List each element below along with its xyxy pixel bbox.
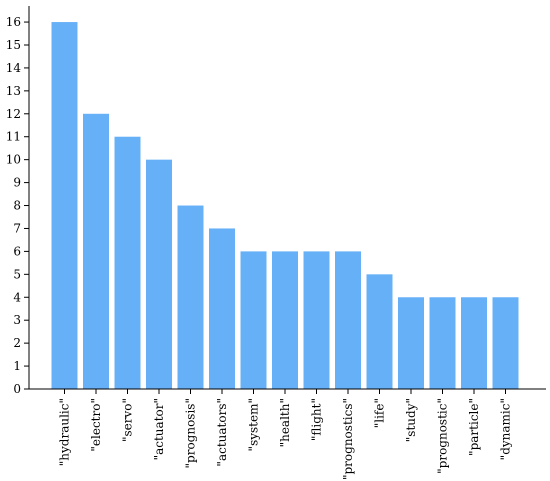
- bar: [492, 297, 519, 389]
- y-tick-label: 1: [13, 359, 21, 373]
- y-tick-label: 2: [13, 336, 21, 350]
- bar: [177, 205, 204, 389]
- x-tick-label: "flight": [310, 398, 324, 441]
- x-tick-label: "actuator": [152, 398, 166, 460]
- x-tick-label: "dynamic": [499, 398, 513, 460]
- y-tick-label: 7: [13, 221, 21, 235]
- x-tick-label: "prognostic": [436, 398, 450, 474]
- bar: [83, 113, 109, 390]
- y-tick-label: 6: [13, 244, 21, 258]
- bar: [209, 228, 235, 389]
- y-tick-label: 9: [13, 176, 21, 190]
- y-tick-label: 8: [13, 199, 21, 213]
- bar: [240, 251, 267, 389]
- y-tick-label: 3: [13, 313, 21, 327]
- y-tick-label: 10: [6, 153, 21, 167]
- x-axis: "hydraulic" "electro" "servo" "actuator" "pr…: [29, 388, 546, 480]
- y-tick-label: 13: [6, 84, 21, 98]
- bars-group: [51, 22, 519, 390]
- bar: [114, 136, 141, 389]
- x-tick-label: "prognosis": [184, 398, 198, 468]
- x-tick-label: "system": [247, 398, 261, 451]
- y-tick-label: 5: [13, 267, 21, 281]
- bar: [272, 251, 298, 389]
- bar: [51, 22, 78, 389]
- y-tick-label: 15: [6, 38, 21, 52]
- bar: [303, 251, 330, 389]
- bar: [146, 159, 172, 389]
- y-tick-label: 11: [6, 130, 21, 144]
- x-tick-label: "study": [404, 398, 418, 442]
- x-tick-label: "particle": [467, 398, 481, 456]
- y-tick-label: 16: [6, 15, 21, 29]
- x-tick-label: "health": [278, 398, 292, 447]
- bar: [429, 297, 456, 389]
- bar: [335, 251, 361, 389]
- bar: [461, 297, 487, 389]
- x-tick-label: "actuators": [215, 398, 229, 467]
- y-tick-label: 4: [13, 290, 21, 304]
- x-tick-label: "electro": [89, 398, 103, 452]
- bar: [398, 297, 424, 389]
- x-tick-label: "life": [373, 398, 387, 428]
- y-tick-label: 12: [6, 107, 21, 121]
- x-tick-label: "servo": [121, 398, 135, 442]
- x-tick-label: "prognostics": [341, 398, 355, 480]
- bar: [366, 274, 393, 389]
- y-tick-label: 0: [13, 382, 21, 396]
- x-tick-label: "hydraulic": [58, 398, 72, 466]
- y-tick-label: 14: [6, 61, 22, 75]
